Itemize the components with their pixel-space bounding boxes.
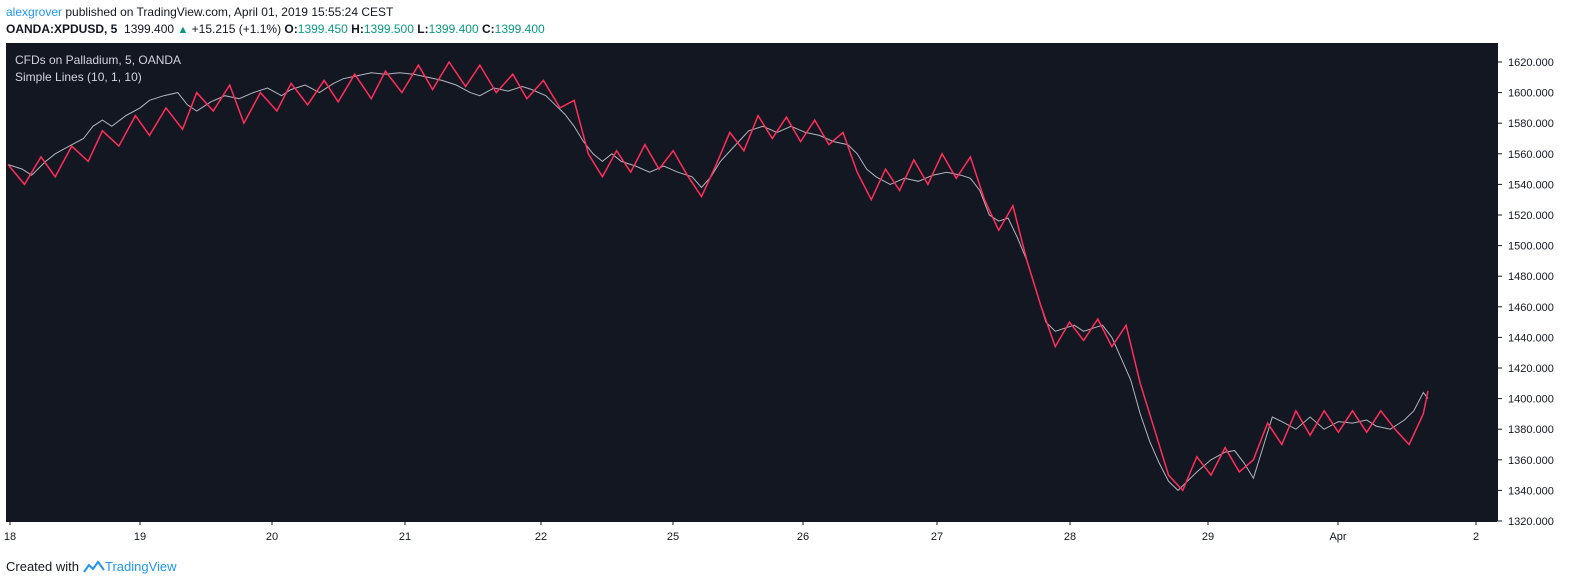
y-tick-label: 1380.000 [1508,424,1554,436]
close-label: C: [481,22,495,36]
up-triangle-icon: ▲ [177,24,189,36]
x-tick-label: 29 [1202,531,1214,543]
x-tick-label: 19 [134,531,146,543]
y-tick-label: 1440.000 [1508,332,1554,344]
chart-plot-area[interactable] [6,43,1497,521]
y-tick-label: 1560.000 [1508,149,1554,161]
low-label: L: [417,22,429,36]
price-change: +15.215 (+1.1%) [191,22,282,36]
high-label: H: [351,22,364,36]
open-label: O: [284,22,298,36]
author-link[interactable]: alexgrover [6,5,63,19]
last-price: 1399.400 [124,22,175,36]
y-tick-label: 1460.000 [1508,302,1554,314]
low-value: 1399.400 [428,22,479,36]
publish-info: alexgrover published on TradingView.com,… [6,5,393,19]
y-tick-label: 1320.000 [1508,516,1554,528]
tradingview-logo-icon [83,559,105,573]
y-tick-label: 1620.000 [1508,57,1554,69]
x-tick-label: 22 [535,531,547,543]
x-tick-label: 27 [931,531,943,543]
symbol-quote-bar: OANDA:XPDUSD, 5 1399.400 ▲ +15.215 (+1.1… [6,22,545,36]
y-tick-label: 1520.000 [1508,210,1554,222]
x-tick-label: 28 [1064,531,1076,543]
published-text: published on TradingView.com, April 01, … [65,5,394,19]
x-tick-label: 25 [667,531,679,543]
y-tick-group: 1620.000 1600.000 1580.000 1560.000 1540.000… [1497,57,1554,528]
y-tick-label: 1480.000 [1508,271,1554,283]
y-tick-label: 1580.000 [1508,118,1554,130]
x-tick-label: 21 [399,531,411,543]
created-with-text: Created with [6,559,79,574]
tradingview-brand-link[interactable]: TradingView [83,559,177,574]
series-group [7,60,1429,492]
indicator-legend[interactable]: Simple Lines (10, 1, 10) [15,70,142,84]
x-tick-group: 18 19 20 21 22 25 26 27 28 29 Apr 2 [4,521,1479,543]
brand-label: TradingView [104,559,177,574]
footer: Created with TradingView [6,559,177,574]
y-tick-label: 1360.000 [1508,455,1554,467]
open-value: 1399.450 [297,22,348,36]
y-tick-label: 1420.000 [1508,363,1554,375]
chart-legend-title[interactable]: CFDs on Palladium, 5, OANDA [15,53,182,67]
y-tick-label: 1540.000 [1508,179,1554,191]
x-tick-label: Apr [1329,531,1346,543]
x-tick-label: 26 [797,531,809,543]
x-tick-label: 2 [1473,531,1479,543]
x-tick-label: 20 [266,531,278,543]
x-tick-label: 18 [4,531,16,543]
symbol-label: OANDA:XPDUSD, 5 [6,22,118,36]
y-tick-label: 1500.000 [1508,241,1554,253]
y-tick-label: 1340.000 [1508,485,1554,497]
y-tick-label: 1600.000 [1508,88,1554,100]
price-axis[interactable] [1497,43,1563,521]
close-value: 1399.400 [494,22,545,36]
y-tick-label: 1400.000 [1508,394,1554,406]
indicator-series-line [7,60,1429,492]
price-series-line [7,72,1429,492]
high-value: 1399.500 [363,22,414,36]
